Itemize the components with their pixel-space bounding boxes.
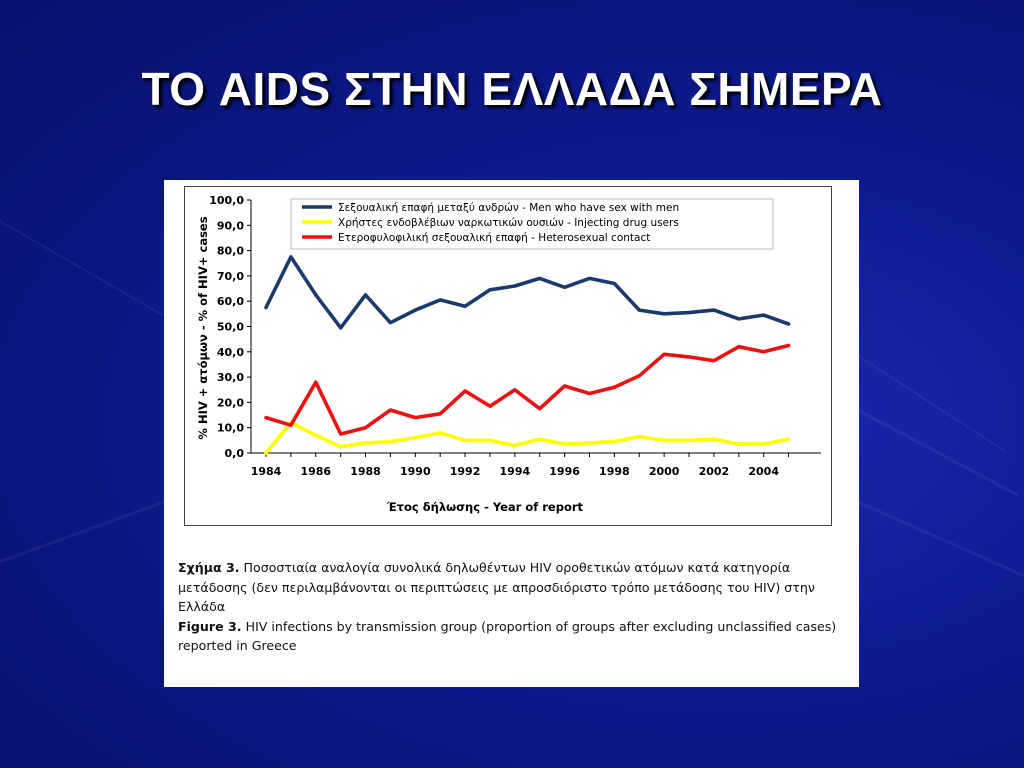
y-tick-label: 80,0 — [217, 245, 244, 258]
slide-title: ΤΟ AIDS ΣΤΗΝ ΕΛΛΑΔΑ ΣΗΜΕΡΑ — [141, 63, 883, 115]
x-tick-label: 2004 — [748, 465, 779, 478]
caption-greek-text: Ποσοστιαία αναλογία συνολικά δηλωθέντων … — [178, 560, 815, 614]
legend-label: Ετεροφυλοφιλική σεξουαλική επαφή - Heter… — [338, 232, 650, 244]
caption-english-text: HIV infections by transmission group (pr… — [178, 618, 837, 654]
y-tick-label: 30,0 — [217, 371, 244, 384]
series-line-3 — [264, 343, 791, 436]
caption-english: Figure 3. HIV infections by transmission… — [178, 617, 846, 656]
x-tick-label: 2000 — [649, 465, 680, 478]
x-tick-label: 1992 — [450, 465, 481, 478]
y-tick-label: 0,0 — [225, 447, 245, 460]
y-tick-label: 100,0 — [209, 194, 244, 207]
legend-box — [290, 198, 774, 250]
x-axis-title: Έτος δήλωσης - Year of report — [386, 500, 584, 514]
chart-frame — [184, 186, 832, 526]
figure-card: 0,0 10,0 20,0 30,0 40,0 50,0 60,0 70,0 80,0 90,0 1… — [164, 180, 859, 687]
background-streak — [0, 498, 171, 563]
y-axis-title: % HIV + ατόμων - % of HIV+ cases — [196, 216, 210, 439]
y-tick-label: 90,0 — [217, 219, 244, 232]
x-tick-label: 1994 — [500, 465, 531, 478]
y-tick-label: 70,0 — [217, 270, 244, 283]
x-tick-label: 1986 — [300, 465, 331, 478]
x-tick-label: 1990 — [400, 465, 431, 478]
caption-greek-label: Σχήμα 3. — [178, 560, 240, 575]
caption-english-label: Figure 3. — [178, 618, 242, 634]
series-line-1 — [264, 255, 791, 330]
y-tick-label: 50,0 — [217, 321, 244, 334]
y-tick-label: 10,0 — [217, 422, 244, 435]
y-tick-label: 60,0 — [217, 295, 244, 308]
x-tick-label: 1984 — [251, 465, 282, 478]
y-tick-label: 20,0 — [217, 396, 244, 409]
figure-caption: Σχήμα 3. Ποσοστιαία αναλογία συνολικά δη… — [178, 558, 846, 656]
background-streak — [0, 220, 174, 322]
x-tick-label: 1998 — [599, 465, 630, 478]
x-tick-label: 2002 — [699, 465, 730, 478]
legend-label: Χρήστες ενδοβλέβιων ναρκωτικών ουσιών - … — [338, 217, 679, 229]
line-chart: 0,0 10,0 20,0 30,0 40,0 50,0 60,0 70,0 80,0 90,0 1… — [196, 194, 821, 514]
x-tick-label: 1996 — [549, 465, 580, 478]
caption-greek: Σχήμα 3. Ποσοστιαία αναλογία συνολικά δη… — [178, 558, 846, 617]
series-line-2 — [264, 420, 791, 455]
y-tick-label: 40,0 — [217, 346, 244, 359]
x-tick-label: 1988 — [350, 465, 381, 478]
legend-label: Σεξουαλική επαφή μεταξύ ανδρών - Men who… — [338, 202, 679, 214]
